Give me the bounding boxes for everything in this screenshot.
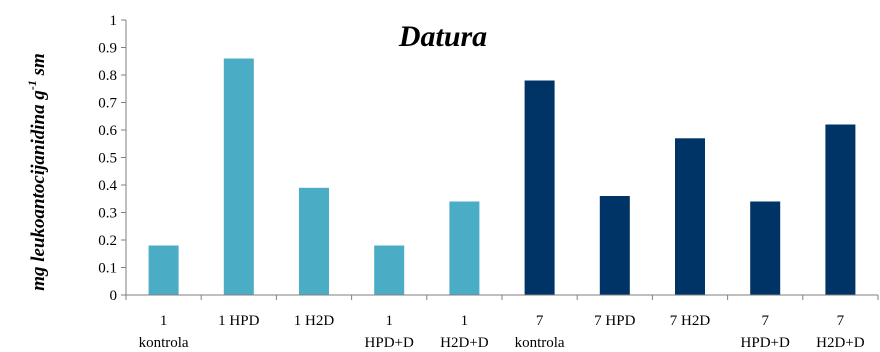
y-tick-label: 0 xyxy=(110,288,118,304)
y-tick-label: 0.4 xyxy=(98,178,117,194)
x-category-label: 7 xyxy=(761,313,769,329)
x-category-label: 1 xyxy=(160,313,168,329)
bar xyxy=(374,245,405,295)
y-tick-label: 0.7 xyxy=(98,96,117,112)
bar xyxy=(223,58,254,295)
bar xyxy=(825,124,856,295)
bar xyxy=(675,138,705,296)
y-tick-label: 0.3 xyxy=(98,206,117,222)
x-category-label: kontrola xyxy=(139,335,189,351)
y-axis-label-superscript: -1 xyxy=(25,80,39,90)
x-category-label: 1 xyxy=(385,313,393,329)
y-tick-label: 0.5 xyxy=(98,151,117,167)
y-tick-label: 0.9 xyxy=(98,41,117,57)
svg-text:mg leukoantocijanidina g-1 sm: mg leukoantocijanidina g-1 sm xyxy=(25,53,49,291)
x-category-label: 1 xyxy=(461,313,469,329)
bar xyxy=(299,187,329,296)
y-tick-label: 0.1 xyxy=(98,261,117,277)
x-category-label: 7 xyxy=(837,313,845,329)
x-category-label: 7 xyxy=(536,313,544,329)
x-category-label: 7 H2D xyxy=(670,313,711,329)
x-category-label: H2D+D xyxy=(816,335,865,351)
y-tick-label: 1 xyxy=(110,13,118,29)
y-tick-label: 0.2 xyxy=(98,233,117,249)
bar xyxy=(148,245,179,295)
x-category-label: kontrola xyxy=(515,335,565,351)
bar xyxy=(449,201,480,295)
x-category-label: HPD+D xyxy=(365,335,414,351)
x-category-label: 1 H2D xyxy=(294,313,335,329)
chart-title: Datura xyxy=(398,20,487,53)
axes xyxy=(125,20,879,300)
y-axis-label-text: mg leukoantocijanidina g xyxy=(28,90,49,291)
x-category-label: HPD+D xyxy=(741,335,790,351)
bar xyxy=(750,201,781,295)
y-axis-label-unit: sm xyxy=(28,53,49,76)
x-category-label: 1 HPD xyxy=(218,313,259,329)
x-category-label: H2D+D xyxy=(440,335,489,351)
y-axis-ticks: 0 0.1 0.2 0.3 0.4 0.5 0.6 0.7 0.8 0.9 1 xyxy=(98,13,126,304)
y-tick-label: 0.6 xyxy=(98,123,117,139)
x-category-label: 7 HPD xyxy=(594,313,635,329)
x-axis-labels: 1 kontrola 1 HPD 1 H2D 1 HPD+D 1 H2D+D 7 kontrola… xyxy=(139,313,865,351)
bars xyxy=(148,58,856,296)
bar xyxy=(524,80,555,295)
y-tick-label: 0.8 xyxy=(98,68,117,84)
bar xyxy=(599,196,630,295)
y-axis-label: mg leukoantocijanidina g-1 sm xyxy=(25,53,49,291)
